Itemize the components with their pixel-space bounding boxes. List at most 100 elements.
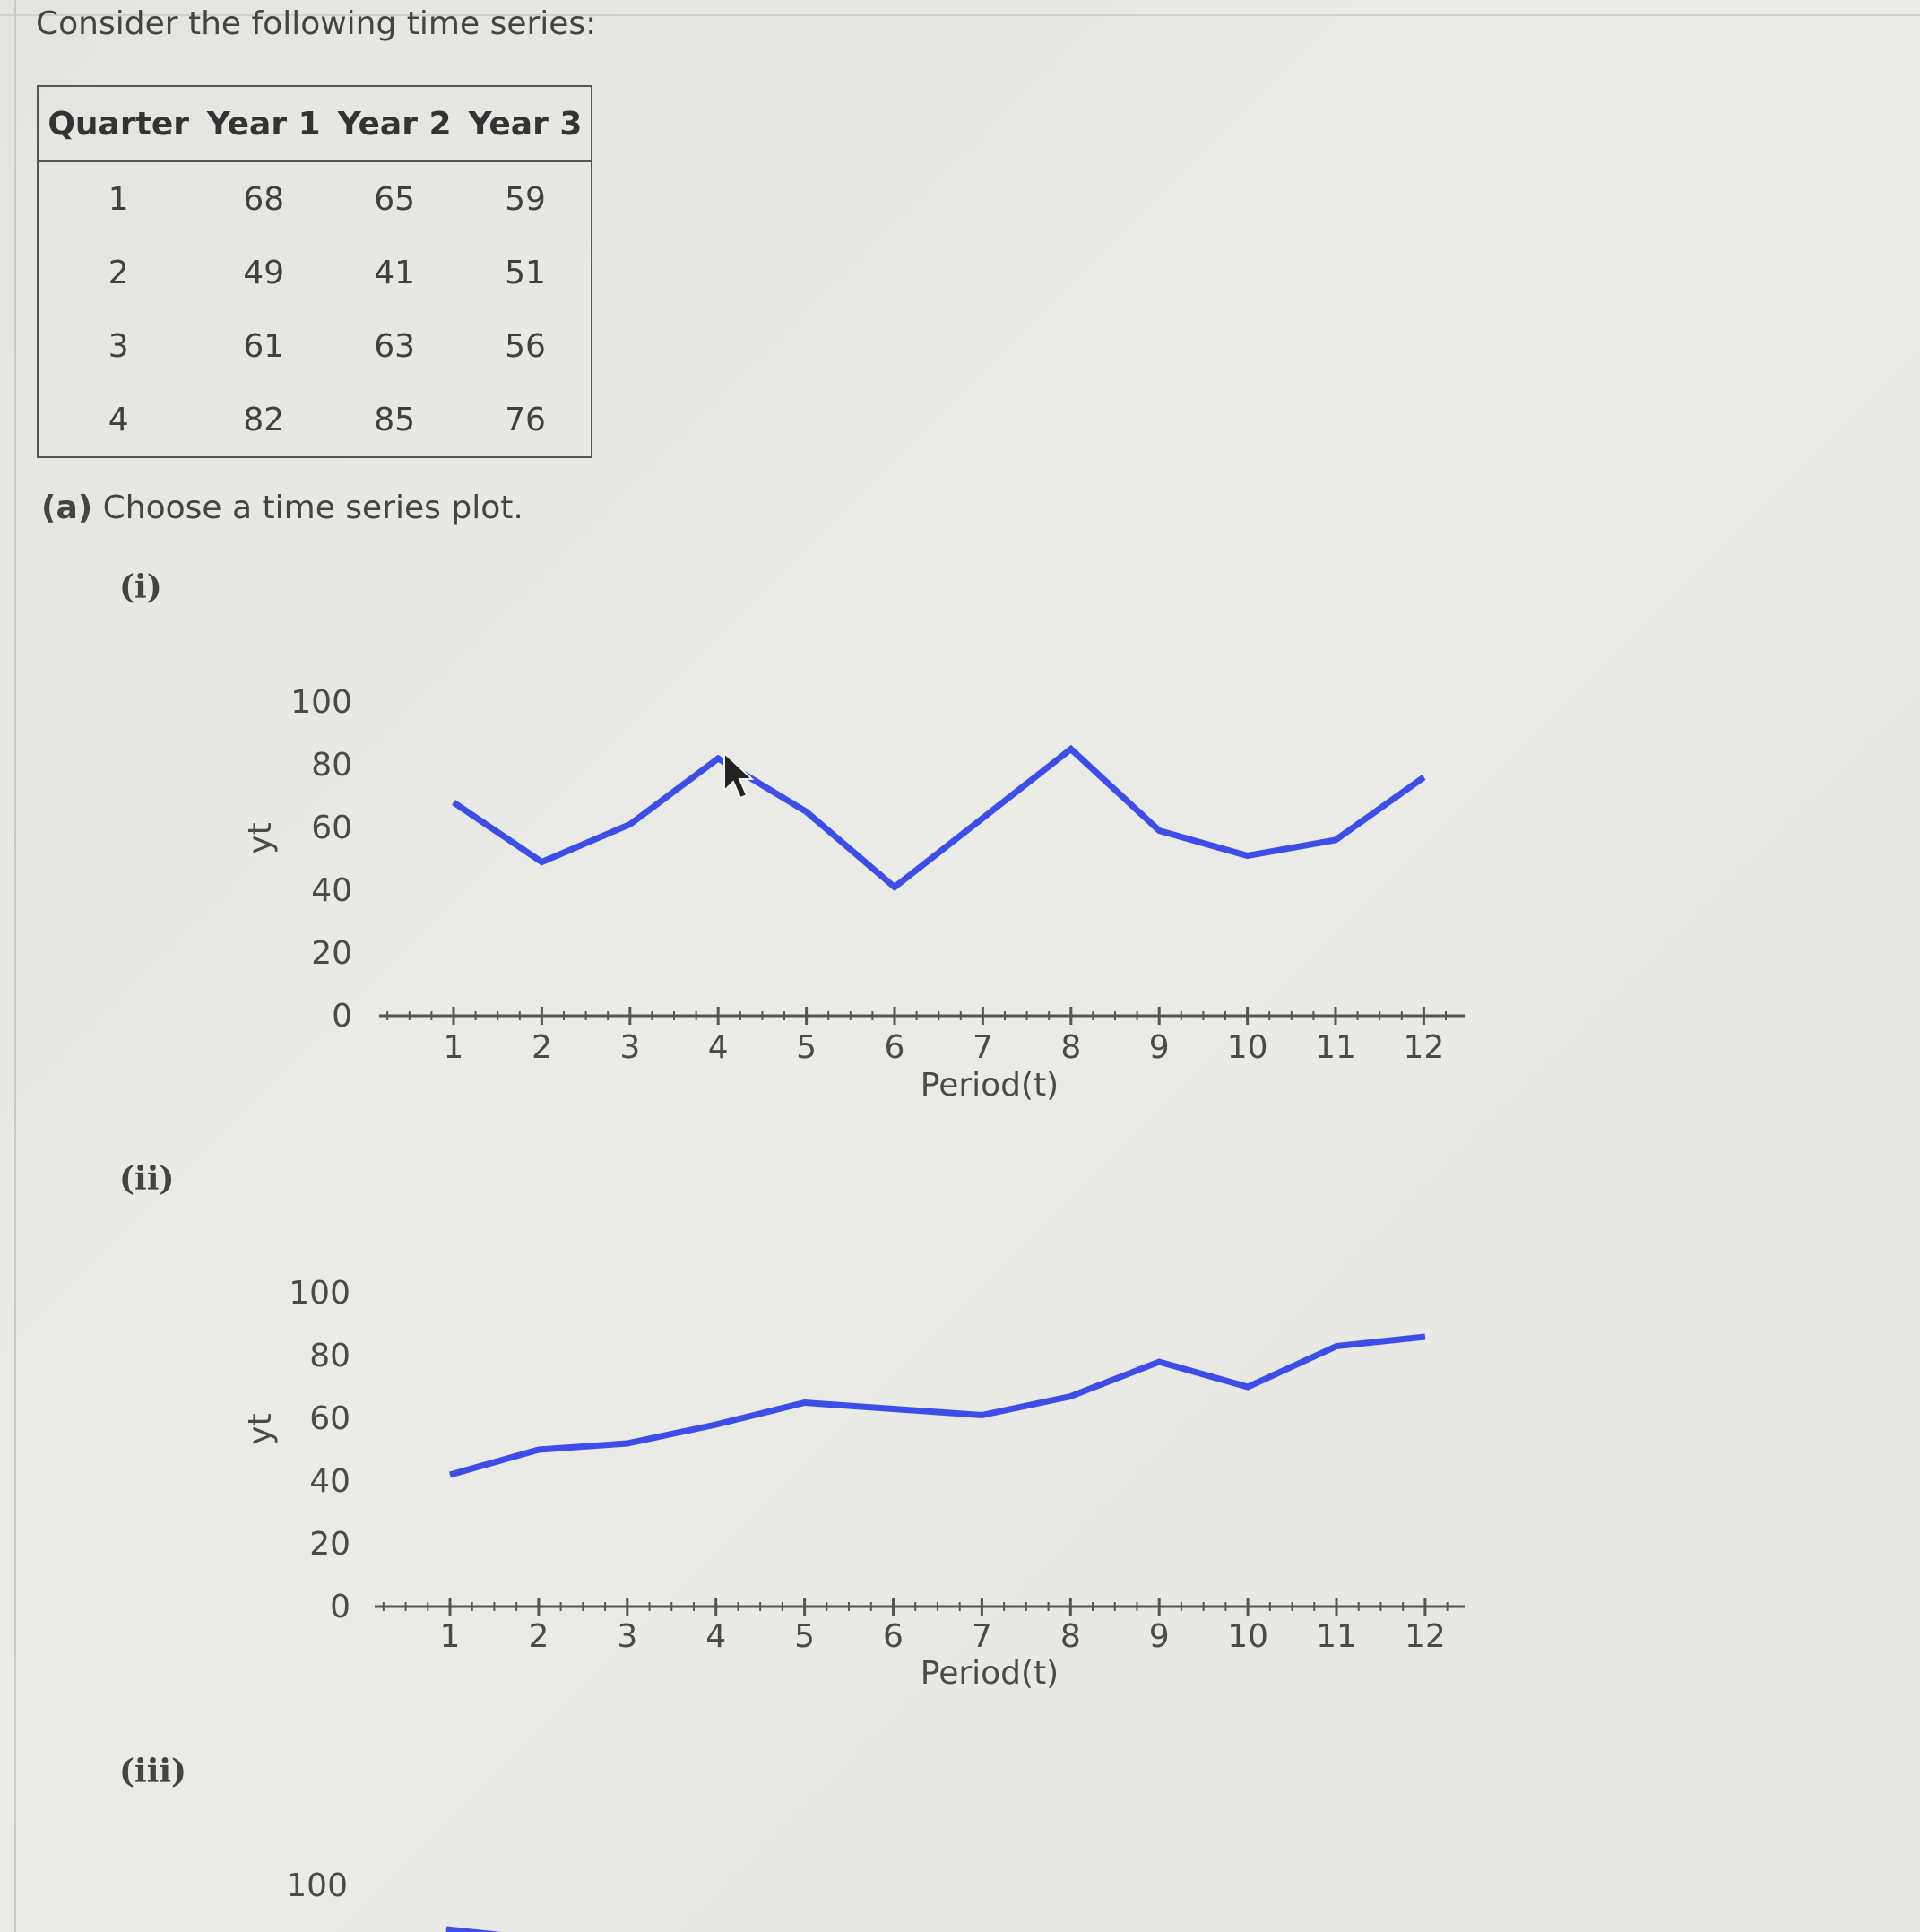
option-iii-label[interactable]: (iii)	[119, 1753, 187, 1790]
table-row: 4 82 85 76	[38, 383, 592, 457]
x-tick-label: 6	[883, 1618, 904, 1655]
data-point	[538, 1449, 540, 1451]
data-point	[449, 1474, 451, 1476]
option-i-label[interactable]: (i)	[119, 568, 162, 606]
table-cell: 63	[374, 327, 416, 365]
table-cell: 65	[374, 180, 416, 218]
x-tick-label: 5	[794, 1618, 815, 1655]
x-tick-label: 4	[708, 1029, 729, 1066]
x-tick-label: 2	[532, 1029, 552, 1066]
x-tick-label: 11	[1316, 1618, 1357, 1655]
table-header-cell: Year 2	[329, 86, 461, 162]
data-point	[1247, 1386, 1249, 1388]
x-tick-label: 3	[617, 1618, 637, 1655]
y-tick-label: 80	[309, 1338, 350, 1374]
table-cell: 49	[243, 254, 285, 291]
y-tick-label: 40	[311, 872, 352, 909]
x-tick-label: 10	[1227, 1029, 1268, 1066]
table-header-row: Quarter Year 1 Year 2 Year 3	[38, 86, 592, 162]
x-tick-label: 11	[1315, 1029, 1356, 1066]
part-a-label: (a)	[41, 489, 93, 526]
y-tick-label: 60	[309, 1400, 350, 1437]
table-cell: 41	[374, 254, 416, 291]
x-tick-label: 10	[1227, 1618, 1268, 1655]
table-row: 1 68 65 59	[38, 161, 592, 236]
y-tick-label: 20	[311, 935, 352, 972]
data-point	[445, 1928, 447, 1930]
x-tick-label: 5	[796, 1029, 817, 1066]
data-point	[717, 758, 719, 759]
table-cell: 68	[243, 180, 285, 218]
x-tick-label: 12	[1405, 1618, 1446, 1655]
data-point	[629, 824, 631, 825]
table-cell: 59	[505, 180, 546, 218]
x-tick-label: 7	[973, 1029, 993, 1066]
data-point	[1423, 776, 1424, 778]
table-cell: 1	[108, 180, 129, 218]
data-point	[1069, 1396, 1071, 1397]
table-row: 2 49 41 51	[38, 236, 592, 309]
series-line	[449, 1333, 1426, 1478]
table-cell: 82	[243, 401, 285, 438]
table-cell: 3	[108, 327, 129, 365]
x-tick-label: 8	[1060, 1029, 1081, 1066]
y-tick-label: 80	[311, 747, 352, 784]
option-ii-label[interactable]: (ii)	[119, 1160, 175, 1198]
y-tick-label: 0	[332, 998, 352, 1035]
table-cell: 2	[108, 254, 129, 291]
y-tick-label: 40	[309, 1463, 350, 1500]
y-tick-label: 100	[289, 1275, 350, 1312]
x-tick-label: 4	[705, 1618, 726, 1655]
y-tick-label: 20	[309, 1526, 350, 1563]
y-tick-label: 100	[290, 684, 352, 721]
table-cell: 85	[374, 401, 416, 438]
x-tick-label: 3	[619, 1029, 640, 1066]
y-tick-label: 100	[286, 1867, 348, 1904]
table-header-cell: Year 1	[198, 86, 330, 162]
chart-3: 80 100	[286, 1867, 502, 1932]
table-row: 3 61 63 56	[38, 309, 592, 383]
table-cell: 4	[108, 401, 129, 438]
question-prompt: Consider the following time series:	[36, 5, 597, 42]
data-point	[804, 1402, 806, 1403]
part-a-question: (a) Choose a time series plot.	[41, 489, 523, 526]
data-point	[1158, 1361, 1160, 1363]
data-point	[806, 811, 808, 812]
x-tick-label: 9	[1149, 1618, 1170, 1655]
x-tick-label: 7	[972, 1618, 992, 1655]
time-series-table: Quarter Year 1 Year 2 Year 3 1 68 65 59 …	[37, 85, 592, 458]
data-point	[893, 1408, 894, 1409]
x-tick-label: 12	[1403, 1029, 1444, 1066]
x-tick-label: 9	[1149, 1029, 1170, 1066]
y-axis-label: yt	[242, 822, 279, 853]
table-cell: 56	[505, 327, 546, 365]
y-tick-label: 0	[330, 1589, 350, 1625]
x-axis-label: Period(t)	[921, 1067, 1059, 1104]
y-tick-label: 80	[307, 1930, 348, 1932]
data-point	[1424, 1336, 1426, 1338]
x-tick-label: 1	[444, 1029, 464, 1066]
table-cell: 51	[505, 254, 546, 291]
data-point	[1247, 855, 1249, 856]
x-tick-label: 8	[1060, 1618, 1081, 1655]
mouse-pointer-icon	[723, 751, 755, 800]
part-a-text: Choose a time series plot.	[102, 489, 523, 526]
table-cell: 76	[505, 401, 546, 438]
data-point	[1336, 1346, 1337, 1347]
y-axis-label: yt	[242, 1413, 279, 1444]
y-tick-label: 60	[311, 810, 352, 846]
series-line	[452, 744, 1426, 892]
x-axis-label: Period(t)	[921, 1655, 1059, 1692]
left-panel-border	[14, 0, 16, 1932]
top-panel-border	[0, 14, 1920, 16]
x-tick-label: 2	[528, 1618, 549, 1655]
table-header-cell: Year 3	[460, 86, 592, 162]
x-tick-label: 6	[885, 1029, 905, 1066]
x-tick-label: 1	[440, 1618, 461, 1655]
data-point	[1158, 830, 1160, 831]
table-header-cell: Quarter	[38, 86, 199, 162]
